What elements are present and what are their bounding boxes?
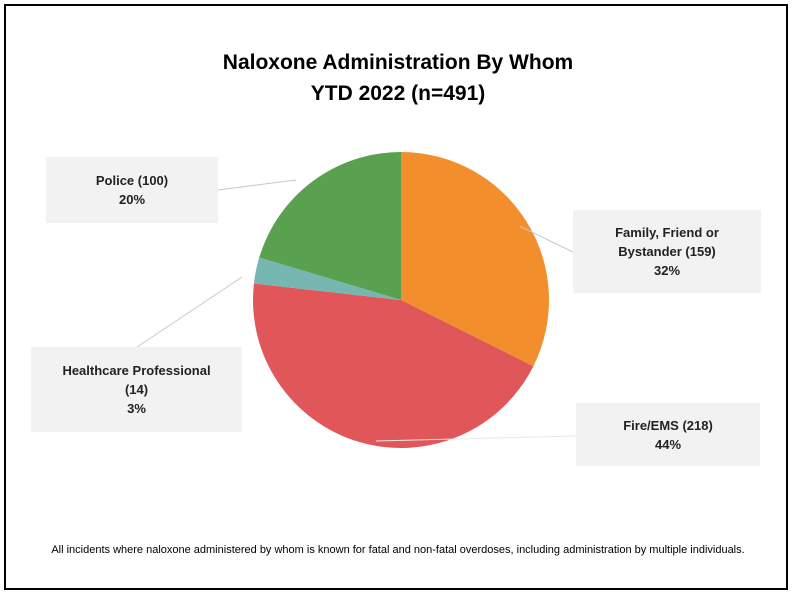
chart-subtitle: YTD 2022 (n=491) [310,82,486,105]
leader-line-family-friend-or-bystander [519,225,574,253]
data-label-family-friend-bystander: Family, Friend or Bystander (159) 32% [573,210,761,293]
leader-line-healthcare-professional [136,276,243,348]
data-label-police: Police (100) 20% [46,157,218,223]
pie-slice-family-friend-or-bystander [401,152,550,367]
data-label-fire-ems: Fire/EMS (218) 44% [576,403,760,466]
leader-line-police [217,179,297,191]
leader-lines [136,179,577,442]
pie-slice-police [259,152,401,300]
data-label-healthcare-professional: Healthcare Professional (14) 3% [31,347,242,432]
leader-line-fire-ems [375,435,577,442]
pie-slice-healthcare-professional [253,257,401,300]
pie-slices [253,152,550,448]
footnote: All incidents where naloxone administere… [51,544,745,556]
pie-slice-fire-ems [253,283,534,448]
chart-title: Naloxone Administration By Whom [222,51,574,74]
chart-title-block: Naloxone Administration By Whom YTD 2022… [0,47,796,109]
